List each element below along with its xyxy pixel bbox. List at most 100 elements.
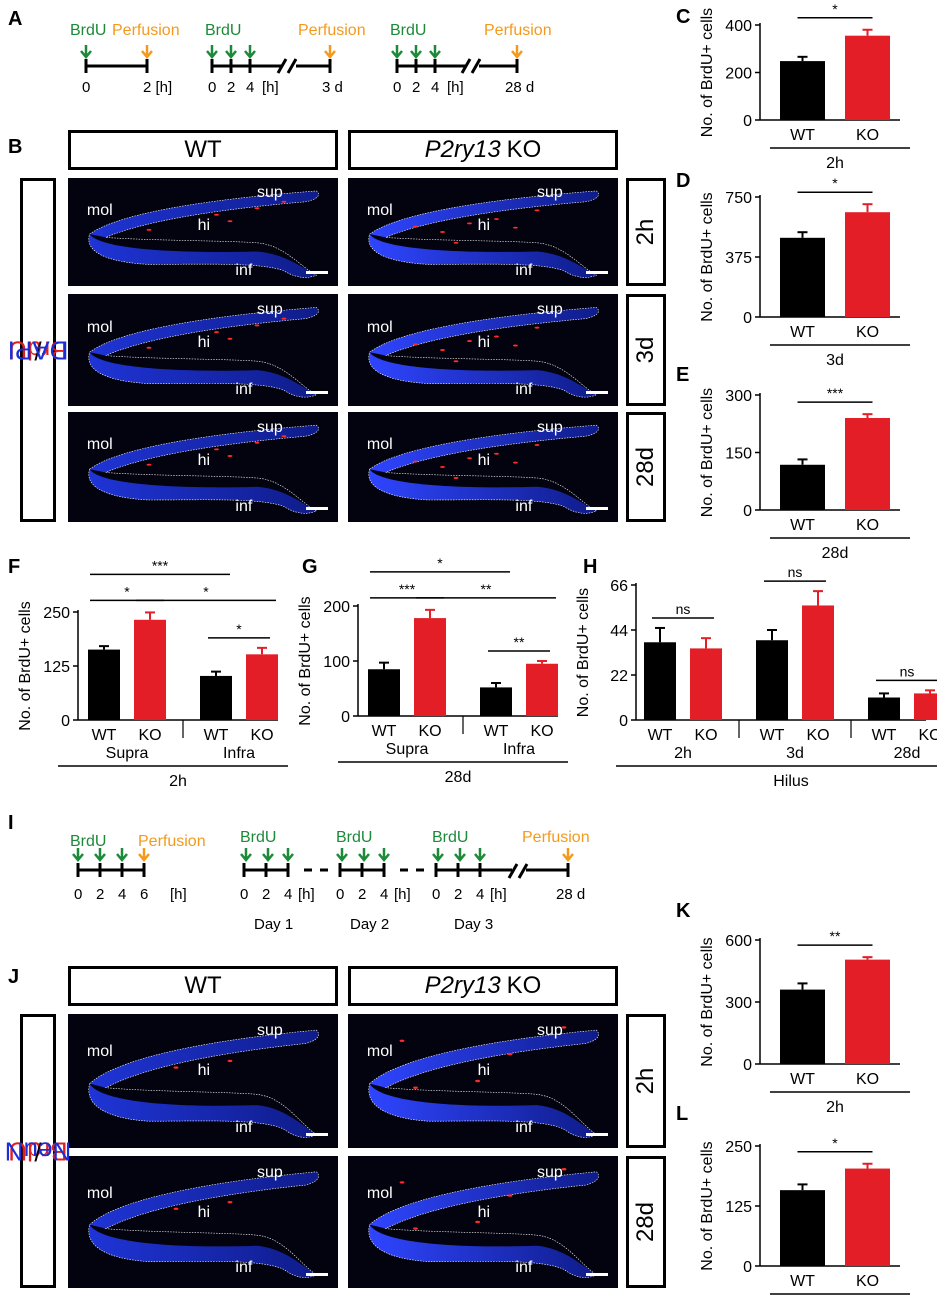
y-tick-label: 375 [725, 250, 752, 267]
scale-bar [306, 507, 328, 510]
chart-group-label: 2h [169, 773, 187, 790]
arrow-icon [141, 45, 523, 59]
y-tick-label: 0 [743, 1259, 752, 1276]
brdu-label: BrdU [205, 22, 241, 39]
panel-letter-a: A [8, 8, 23, 30]
bar-wt [756, 640, 788, 720]
x-tick-label: WT [790, 324, 815, 341]
panel-letter-k: K [676, 900, 691, 922]
y-tick-label: 22 [610, 668, 628, 685]
panel-letter-i: I [8, 812, 14, 834]
bar-ko [914, 693, 937, 720]
day-label: Day 1 [254, 916, 293, 933]
scale-bar [586, 1273, 608, 1276]
y-tick-label: 250 [725, 1139, 752, 1156]
y-tick-label: 200 [323, 599, 350, 616]
region-label-sup: sup [257, 1163, 283, 1181]
bar-wt [200, 675, 232, 720]
scale-bar [586, 271, 608, 274]
group-label: Infra [223, 745, 255, 762]
region-label-sup: sup [537, 1022, 563, 1040]
timeline-tick: [h] [490, 886, 507, 903]
row-label-28d: 28d [626, 412, 666, 522]
y-axis-label: No. of BrdU+ cells [699, 388, 716, 517]
bar-wt [368, 669, 400, 716]
micrograph-wt: mol sup hi inf [68, 412, 338, 522]
significance-label: * [124, 583, 130, 599]
timeline-tick: 2 [358, 886, 366, 903]
y-tick-label: 750 [725, 190, 752, 207]
group-label: Supra [106, 745, 149, 762]
region-label-mol: mol [366, 1185, 393, 1203]
timeline-tick: 0 [208, 79, 216, 96]
y-axis-label: No. of BrdU+ cells [699, 937, 716, 1066]
chart-group-label: Hilus [773, 773, 809, 790]
panel-letter-h: H [583, 556, 598, 578]
region-label-inf: inf [235, 1258, 253, 1276]
x-tick-label: WT [790, 517, 815, 534]
x-tick-label: WT [92, 727, 117, 744]
region-label-hi: hi [197, 216, 211, 234]
region-label-inf: inf [515, 381, 533, 399]
y-axis-label: No. of BrdU+ cells [699, 1141, 716, 1270]
y-tick-label: 0 [743, 113, 752, 130]
micrograph-wt: mol sup hi inf [68, 178, 338, 286]
chart-group-label: 2h [826, 1099, 844, 1116]
timeline-tick: 28 d [505, 79, 534, 96]
y-tick-label: 0 [743, 503, 752, 520]
panel-letter-j: J [8, 966, 20, 988]
timeline-tick: 2 [262, 886, 270, 903]
y-axis-label: No. of BrdU+ cells [575, 588, 592, 717]
group-label: 28d [894, 745, 921, 762]
column-header-wt: WT [68, 130, 338, 170]
bar-wt [780, 1190, 825, 1266]
column-header-ko: P2ry13 KO [348, 130, 618, 170]
region-label-mol: mol [86, 318, 113, 336]
panel-letter-f: F [8, 556, 21, 578]
group-label: 3d [786, 745, 804, 762]
timeline-tick: 0 [240, 886, 248, 903]
row-label-3d: 3d [626, 294, 666, 406]
region-label-mol: mol [366, 1043, 393, 1061]
timeline-tick: 4 [380, 886, 388, 903]
region-label-mol: mol [86, 436, 113, 454]
scale-bar [586, 1133, 608, 1136]
timeline-tick: 0 [336, 886, 344, 903]
chart-group-label: 28d [445, 769, 472, 786]
region-label-sup: sup [257, 300, 283, 318]
brdu-label: BrdU [70, 22, 106, 39]
y-tick-label: 0 [619, 713, 628, 730]
y-tick-label: 250 [43, 605, 70, 622]
perfusion-label: Perfusion [484, 22, 552, 39]
scale-bar [306, 271, 328, 274]
micrograph-ko: mol sup hi inf [348, 294, 618, 406]
bar-wt [644, 642, 676, 720]
y-tick-label: 600 [725, 933, 752, 950]
timeline-tick: 4 [431, 79, 439, 96]
region-label-sup: sup [537, 418, 563, 436]
panel-letter-l: L [676, 1103, 689, 1125]
panel-letter-b: B [8, 136, 23, 158]
significance-label: * [236, 621, 242, 637]
timeline-tick: 28 d [556, 886, 585, 903]
micrograph-ko: mol sup hi inf [348, 178, 618, 286]
region-label-hi: hi [197, 1062, 211, 1080]
significance-label: ** [481, 581, 492, 597]
x-tick-label: KO [856, 1273, 879, 1290]
x-tick-label: WT [790, 1273, 815, 1290]
panel-letter-d: D [676, 170, 691, 192]
y-tick-label: 0 [743, 310, 752, 327]
significance-label: ns [788, 564, 803, 580]
panel-letter-g: G [302, 556, 318, 578]
bar-ko [802, 605, 834, 720]
region-label-mol: mol [86, 1185, 113, 1203]
y-tick-label: 300 [725, 995, 752, 1012]
bar-wt [780, 237, 825, 317]
x-tick-label: KO [856, 1071, 879, 1088]
x-tick-label: WT [760, 727, 785, 744]
region-label-hi: hi [477, 451, 491, 469]
region-label-sup: sup [257, 418, 283, 436]
row-label-2h: 2h [626, 178, 666, 286]
brdu-label: BrdU [432, 829, 468, 846]
